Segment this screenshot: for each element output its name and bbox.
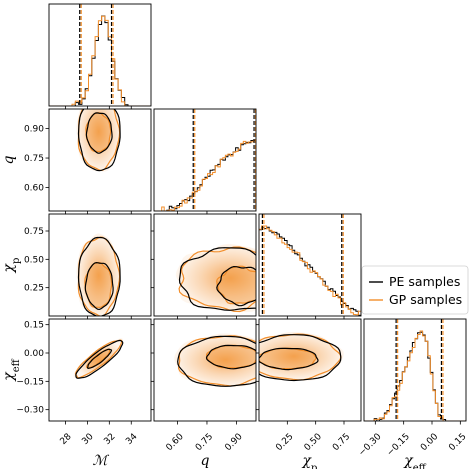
ytick-label-q-0: 0.60	[24, 183, 44, 193]
legend-label-pe: PE samples	[389, 274, 460, 289]
ytick-label-q-2: 0.90	[24, 125, 44, 135]
panel-chieff-q: 0.60 0.75 0.90	[150, 318, 257, 453]
panel-frame-chip-chip	[258, 213, 362, 317]
xtick-label-q-1: 0.75	[194, 432, 215, 453]
legend-label-gp: GP samples	[389, 292, 462, 307]
panel-frame-chieff-chieff	[363, 318, 467, 422]
density-core-chip-mc	[84, 262, 112, 309]
xtick-label-mc-1: 30	[80, 432, 95, 447]
xtick-label-chip-1: 0.50	[303, 432, 324, 453]
panel-frame-q-mc	[48, 108, 152, 212]
contour-inner-pe-chip-q	[216, 265, 256, 307]
contour-inner-pe-q-mc	[85, 112, 113, 154]
ytick-label-chieff-1: −0.15	[16, 377, 44, 387]
panel-chip-q	[150, 213, 257, 320]
xtick-label-chip-2: 0.75	[331, 432, 352, 453]
contour-outer-pe-chieff-q	[177, 335, 256, 387]
ytick-label-chip-0: 0.25	[24, 284, 44, 294]
legend: PE samples GP samples	[361, 265, 469, 315]
ytick-label-chip-1: 0.50	[24, 255, 44, 265]
xtick-label-chieff-0: −0.30	[357, 432, 384, 459]
contour-inner-pe-chieff-q	[205, 344, 256, 370]
panel-chip-chip	[258, 213, 362, 320]
histogram-gp-chip	[259, 225, 361, 316]
xtick-label-chieff-2: 0.00	[419, 432, 440, 453]
density-core-chieff-mc	[86, 349, 110, 368]
panel-frame-chieff-q	[153, 318, 257, 422]
ytick-label-chieff-3: 0.15	[24, 321, 44, 331]
panel-q-mc: 0.60 0.75 0.90	[24, 108, 152, 215]
xtick-label-q-0: 0.60	[165, 432, 186, 453]
contour-outer-pe-q-mc	[77, 109, 121, 172]
panel-chieff-chieff: −0.30 −0.15 0.00 0.15	[357, 318, 469, 459]
xtick-label-mc-2: 32	[102, 432, 117, 447]
histogram-pe-mc	[49, 15, 151, 106]
xtick-label-chieff-3: 0.15	[447, 432, 468, 453]
contour-outer-gp-chip-q	[178, 246, 256, 313]
panel-chieff-mc: 28 30 32 34 −0.30 −0.15 0.00 0.15	[16, 318, 152, 447]
contour-outer-pe-chieff-mc	[75, 339, 124, 379]
panel-frame-mc-mc	[48, 3, 152, 107]
ytick-label-q-1: 0.75	[24, 154, 44, 164]
yaxis-label-chip: χp	[1, 258, 22, 274]
panel-frame-q-q	[153, 108, 257, 212]
xaxis-label-chip: χp	[302, 453, 318, 469]
contour-inner-pe-chieff-chip	[259, 347, 319, 371]
panel-chieff-chip: 0.25 0.50 0.75	[255, 318, 362, 453]
xtick-label-mc-0: 28	[59, 432, 74, 447]
xtick-label-chip-0: 0.25	[274, 432, 295, 453]
panel-q-q	[153, 108, 257, 215]
density-core-chieff-q	[206, 345, 256, 369]
ytick-label-chieff-2: 0.00	[24, 349, 44, 359]
histogram-pe-q	[154, 139, 256, 211]
legend-frame	[361, 265, 469, 315]
density-core-chip-q	[216, 266, 256, 305]
xaxis-label-chieff: χeff	[403, 453, 426, 469]
panel-frame-chieff-chip	[258, 318, 362, 422]
panel-mc-mc	[48, 3, 152, 110]
ytick-label-chieff-0: −0.30	[16, 406, 44, 416]
contour-outer-pe-chieff-chip	[259, 334, 342, 382]
contour-outer-pe-chip-mc	[77, 236, 121, 316]
contour-outer-gp-chieff-mc	[74, 339, 123, 379]
xtick-label-mc-3: 34	[124, 432, 139, 447]
yaxis-label-chieff: χeff	[1, 358, 22, 381]
yaxis-label-q: q	[1, 155, 17, 164]
panel-frame-chip-q	[153, 213, 257, 317]
density-chip-q	[175, 243, 256, 313]
xaxis-label-mc: ℳ	[93, 453, 110, 469]
panel-frame-chip-mc	[48, 213, 152, 317]
contour-inner-pe-chip-mc	[84, 261, 114, 311]
histogram-pe-chip	[259, 226, 361, 316]
density-chieff-mc	[73, 338, 123, 379]
panel-frame-chieff-mc	[48, 318, 152, 422]
contour-inner-pe-chieff-mc	[86, 348, 113, 370]
histogram-gp-mc	[49, 15, 151, 106]
xaxis-label-q: q	[201, 453, 210, 469]
panel-chip-mc: 0.25 0.50 0.75	[24, 213, 152, 320]
xtick-label-q-2: 0.90	[223, 432, 244, 453]
histogram-gp-chieff	[364, 330, 466, 421]
density-chieff-q	[174, 333, 256, 387]
density-core-chieff-chip	[259, 348, 316, 370]
histogram-gp-q	[154, 140, 256, 211]
ytick-label-chip-2: 0.75	[24, 227, 44, 237]
density-core-q-mc	[85, 112, 111, 153]
